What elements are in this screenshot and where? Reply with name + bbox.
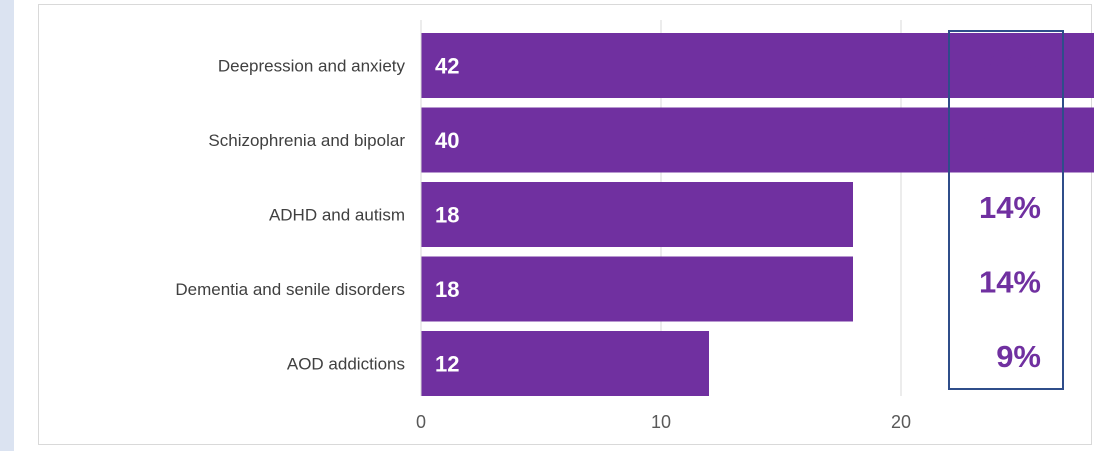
x-tick-label-20: 20	[891, 412, 911, 432]
x-tick-label-0: 0	[416, 412, 426, 432]
percent-label-1: 31%	[979, 116, 1041, 151]
category-label-4: AOD addictions	[287, 355, 405, 374]
bar-1	[421, 107, 1094, 173]
category-label-0: Deepression and anxiety	[218, 57, 406, 76]
bar-4	[421, 331, 709, 396]
bar-value-label-1: 40	[435, 128, 459, 153]
bar-value-label-4: 12	[435, 352, 459, 377]
category-label-3: Dementia and senile disorders	[175, 280, 405, 299]
bar-value-label-3: 18	[435, 277, 459, 302]
percent-label-4: 9%	[996, 339, 1041, 374]
bar-value-label-2: 18	[435, 203, 459, 228]
bar-value-label-0: 42	[435, 54, 459, 79]
bar-2	[421, 182, 853, 247]
bar-0	[421, 33, 1094, 98]
bar-3	[421, 256, 853, 322]
percent-label-2: 14%	[979, 190, 1041, 225]
chart-frame: Deepression and anxiety 42 Schizophrenia a…	[14, 0, 1094, 451]
percent-box	[948, 30, 1064, 390]
category-label-1: Schizophrenia and bipolar	[208, 131, 405, 150]
x-tick-label-10: 10	[651, 412, 671, 432]
percent-label-0: 32%	[979, 41, 1041, 76]
percent-label-3: 14%	[979, 265, 1041, 300]
bar-chart: Deepression and anxiety 42 Schizophrenia a…	[175, 20, 1094, 432]
category-label-2: ADHD and autism	[269, 206, 405, 225]
